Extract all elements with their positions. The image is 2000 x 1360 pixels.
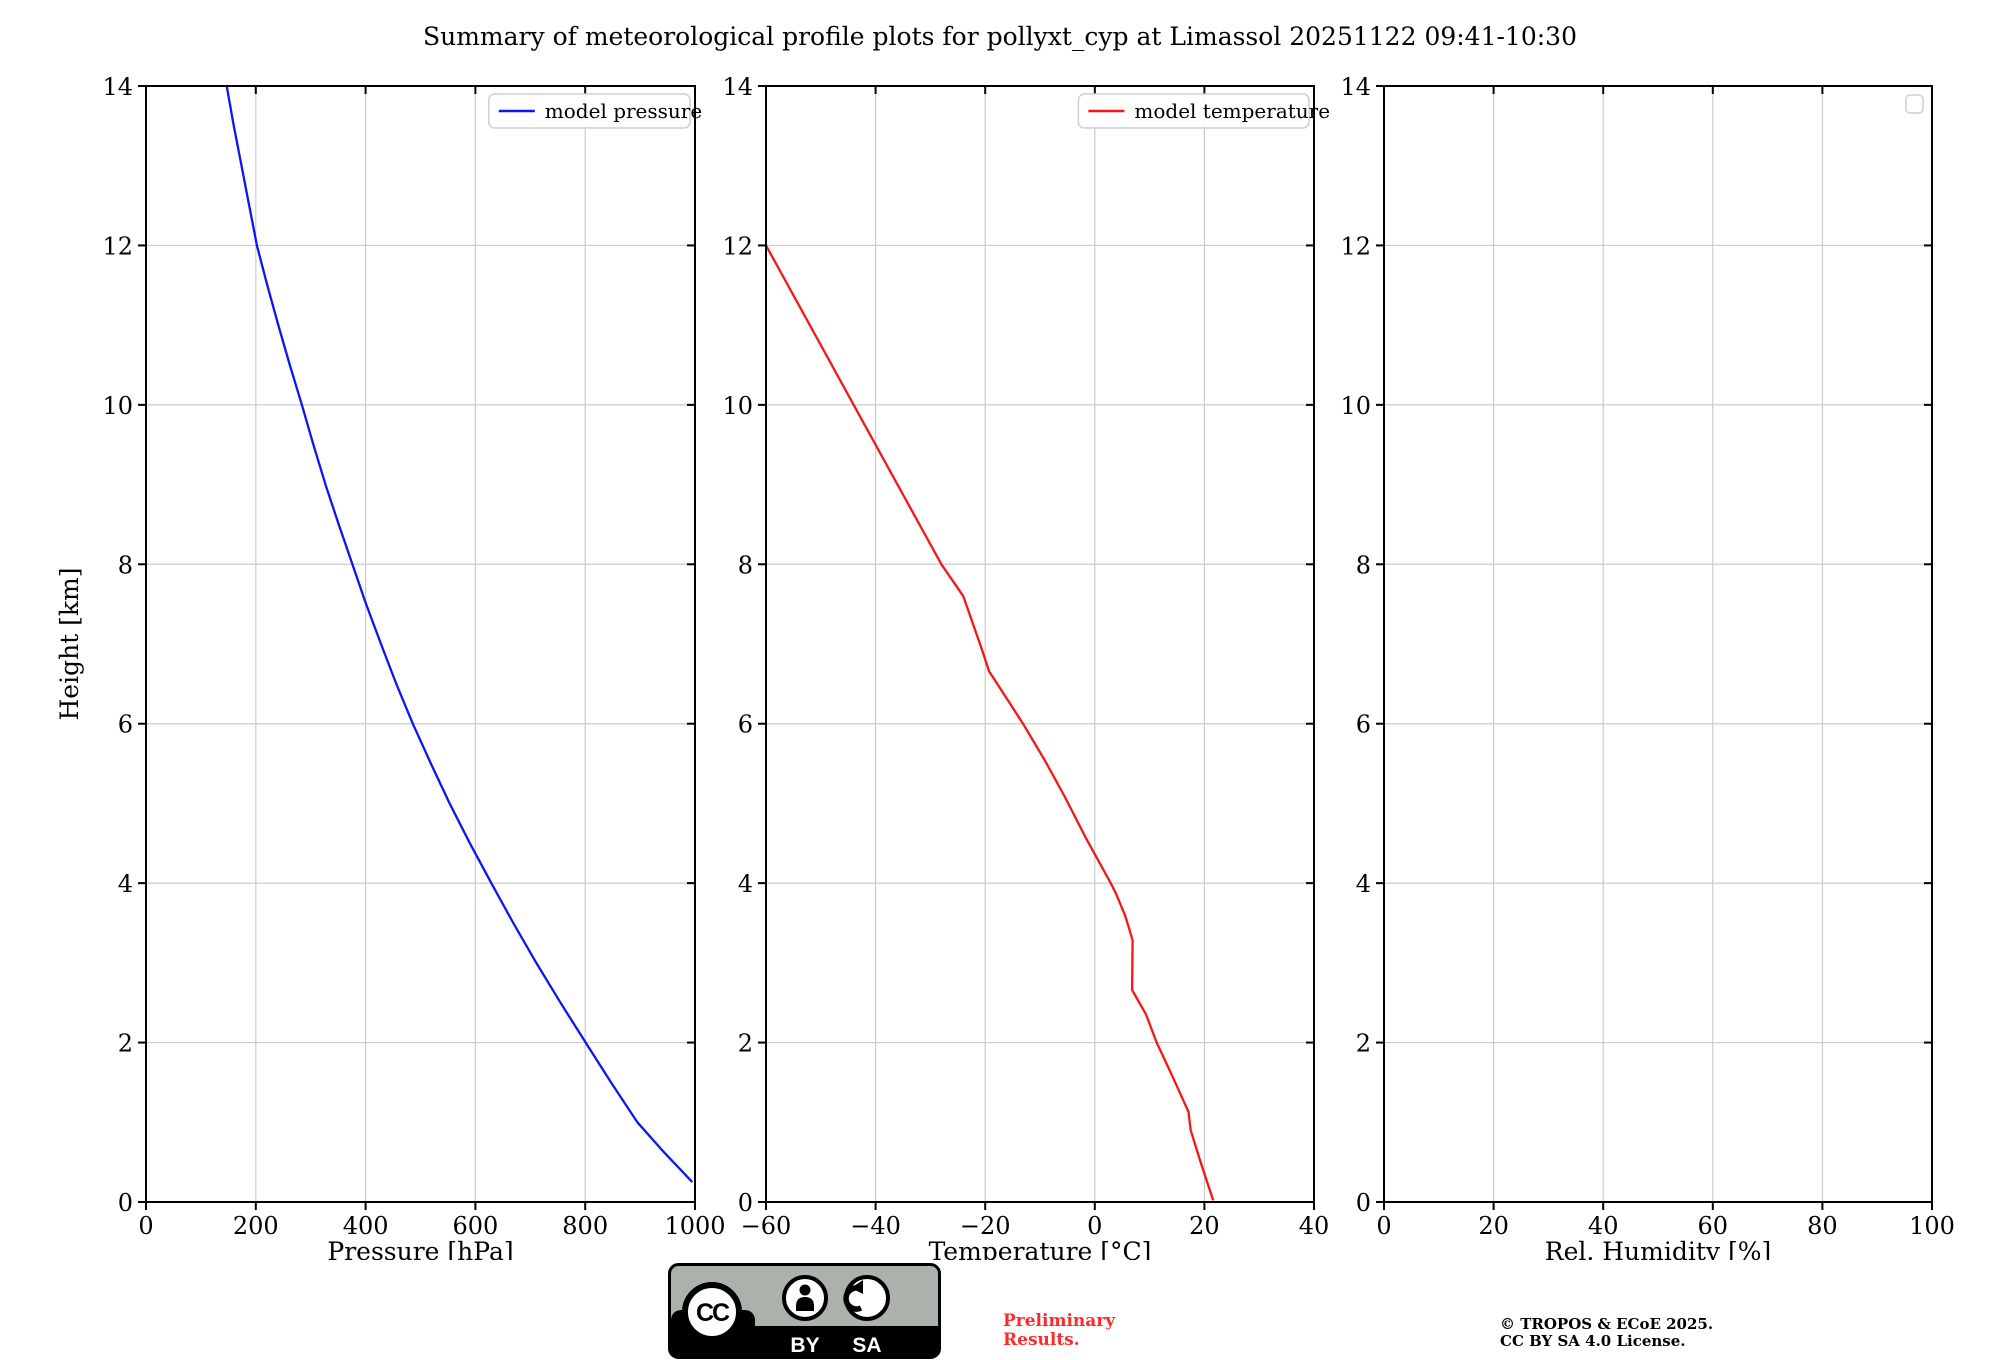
sa-arrow-circle [844, 1275, 890, 1321]
y-tick-label: 8 [738, 551, 753, 579]
x-tick-label: 0 [138, 1212, 153, 1240]
y-tick-label: 2 [738, 1030, 753, 1058]
y-tick-label: 10 [722, 392, 753, 420]
y-tick-label: 0 [1356, 1189, 1371, 1217]
y-tick-label: 2 [1356, 1030, 1371, 1058]
series-pressure-line [225, 85, 694, 1183]
cc-logo-label: CC [696, 1299, 730, 1327]
by-label: BY [790, 1334, 819, 1357]
legend-label: model pressure [545, 99, 702, 123]
y-tick-label: 8 [1356, 551, 1371, 579]
subplot-pressure: 0 200 400 600 800 1000 0 2 4 6 8 10 12 14 Pressure [hP… [55, 73, 726, 1260]
copyright-line1: © TROPOS & ECoE 2025. [1500, 1315, 1714, 1333]
x-tick-label: 60 [1698, 1212, 1729, 1240]
y-tick-label: 4 [1356, 870, 1371, 898]
cc-license-badge: CC BY SA [668, 1263, 941, 1359]
sa-arrowhead [851, 1280, 863, 1294]
axes-spines [145, 85, 696, 1203]
x-tick-label: 1000 [664, 1212, 725, 1240]
x-axis-label: Pressure [hPa] [327, 1237, 513, 1260]
x-tick-label: 40 [1299, 1212, 1330, 1240]
legend-box [1077, 93, 1310, 129]
axes-spines [765, 85, 1315, 1203]
figure-title: Summary of meteorological profile plots … [423, 22, 1577, 51]
copyright-note: © TROPOS & ECoE 2025. CC BY SA 4.0 Licen… [1500, 1316, 1713, 1350]
x-axis-label: Temperature [°C] [929, 1237, 1152, 1260]
preliminary-line1: Preliminary [1003, 1311, 1116, 1331]
x-tick-label: 20 [1478, 1212, 1509, 1240]
y-tick-label: 4 [118, 870, 133, 898]
y-tick-label: 0 [118, 1189, 133, 1217]
x-tick-label: −60 [741, 1212, 792, 1240]
x-tick-label: 400 [343, 1212, 389, 1240]
y-tick-label: 12 [722, 232, 753, 260]
legend-box [488, 93, 691, 129]
y-tick-label: 6 [1356, 711, 1371, 739]
copyright-line2: CC BY SA 4.0 License. [1500, 1332, 1686, 1350]
x-tick-label: 20 [1189, 1212, 1220, 1240]
x-tick-label: 100 [1909, 1212, 1955, 1240]
cc-logo-icon [682, 1282, 742, 1342]
by-person-icon [799, 1284, 811, 1296]
series-temperature-line [764, 244, 1215, 1201]
y-tick-label: 8 [118, 551, 133, 579]
legend-box-empty [1905, 94, 1924, 114]
cc-badge-icon: CC BY SA [668, 1263, 941, 1359]
x-tick-label: 80 [1807, 1212, 1838, 1240]
y-tick-label: 6 [118, 711, 133, 739]
y-tick-label: 10 [102, 392, 133, 420]
legend-label: model temperature [1134, 99, 1330, 123]
sa-label: SA [852, 1334, 881, 1357]
x-axis-label: Rel. Humidity [%] [1545, 1237, 1772, 1260]
y-tick-label: 4 [738, 870, 753, 898]
subplot-temperature: −60 −40 −20 0 20 40 0 2 4 6 8 10 12 14 Temperature [°C… [722, 73, 1330, 1260]
y-tick-label: 14 [1340, 73, 1371, 101]
x-tick-label: 200 [233, 1212, 279, 1240]
subplot-humidity: 0 20 40 60 80 100 0 2 4 6 8 10 12 14 Rel. Humidity [%] [1340, 73, 1954, 1260]
x-tick-label: 0 [1087, 1212, 1102, 1240]
x-tick-label: 0 [1376, 1212, 1391, 1240]
y-tick-label: 14 [722, 73, 753, 101]
preliminary-line2: Results. [1003, 1330, 1080, 1350]
x-tick-label: −40 [850, 1212, 901, 1240]
y-tick-label: 14 [102, 73, 133, 101]
y-tick-label: 6 [738, 711, 753, 739]
x-tick-label: 600 [452, 1212, 498, 1240]
y-axis-label: Height [km] [55, 567, 84, 720]
y-tick-label: 12 [102, 232, 133, 260]
y-tick-label: 2 [118, 1030, 133, 1058]
preliminary-results-note: Preliminary Results. [1003, 1312, 1115, 1350]
y-tick-label: 10 [1340, 392, 1371, 420]
x-tick-label: 40 [1588, 1212, 1619, 1240]
x-tick-label: −20 [960, 1212, 1011, 1240]
x-tick-label: 800 [562, 1212, 608, 1240]
axes-spines [1383, 85, 1933, 1203]
by-person-body [796, 1297, 814, 1311]
y-tick-label: 0 [738, 1189, 753, 1217]
y-tick-label: 12 [1340, 232, 1371, 260]
